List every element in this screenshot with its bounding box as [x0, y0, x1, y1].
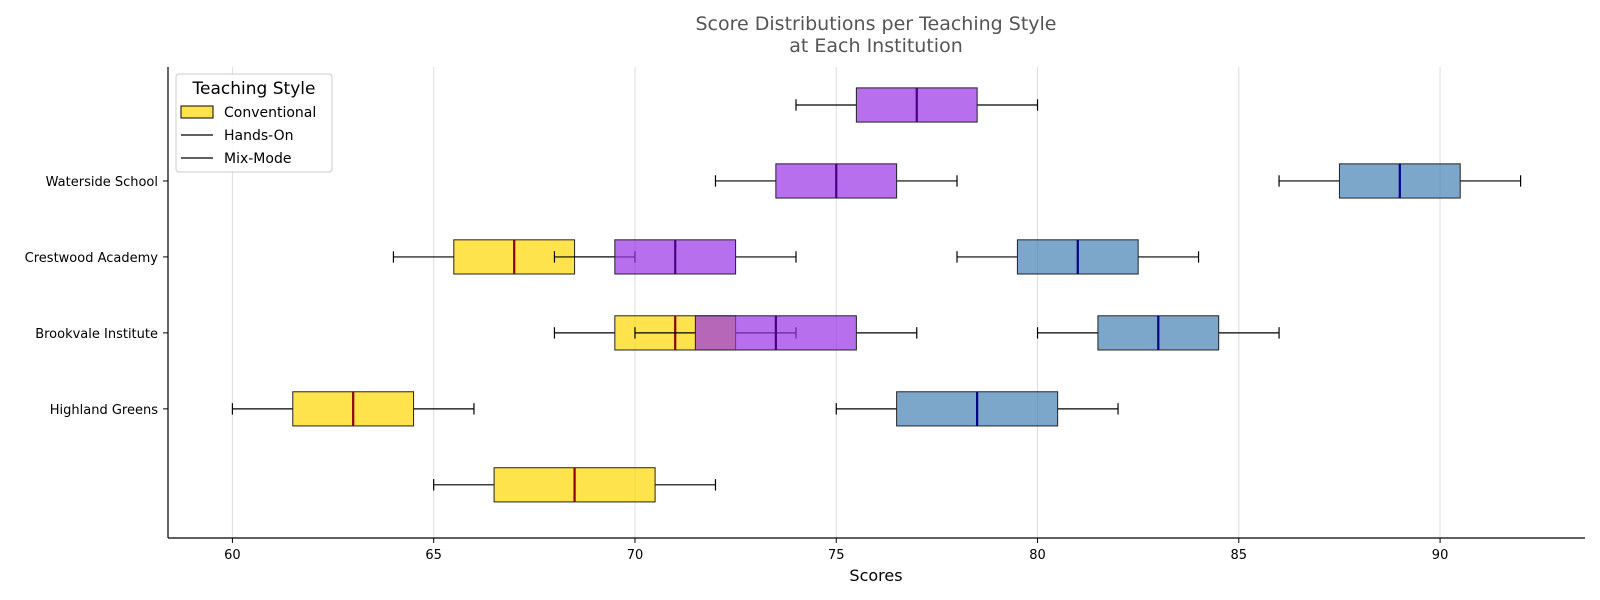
legend-title: Teaching Style [192, 79, 316, 99]
y-tick-label-waterside-school: Waterside School [46, 175, 158, 190]
chart-title-line-2: at Each Institution [789, 35, 962, 57]
box-hands-on-3 [956, 239, 1200, 275]
y-tick-label-crestwood-academy: Crestwood Academy [25, 251, 159, 266]
box-conventional-0 [433, 467, 717, 503]
x-tick-label-75: 75 [828, 548, 845, 563]
x-tick-label-65: 65 [425, 548, 442, 563]
box-mix-mode-3 [553, 239, 797, 275]
axes: 60 65 70 75 80 85 90 Waterside School Crestwood … [25, 67, 1585, 563]
x-tick-label-70: 70 [627, 548, 644, 563]
y-tick-label-highland-greens: Highland Greens [50, 403, 158, 418]
legend-label-mix-mode: Mix-Mode [224, 151, 291, 167]
box-hands-on-4 [1278, 163, 1522, 199]
legend-frame [175, 73, 333, 173]
y-tick-label-brookvale-institute: Brookvale Institute [35, 327, 158, 342]
x-axis-label: Scores [849, 566, 902, 585]
legend-swatch-conventional [180, 105, 214, 119]
x-tick-label-80: 80 [1029, 548, 1046, 563]
box-plots [231, 87, 1522, 503]
legend-label-hands-on: Hands-On [224, 128, 294, 144]
box-mix-mode-4 [714, 163, 958, 199]
box-hands-on-1 [835, 391, 1119, 427]
box-mix-mode-2 [634, 315, 918, 351]
legend-label-conventional: Conventional [224, 105, 316, 121]
grid-lines [231, 67, 1441, 538]
legend: Teaching Style Conventional Hands-On Mix-Mo… [175, 73, 333, 173]
chart-title-line-1: Score Distributions per Teaching Style [696, 13, 1057, 35]
box-conventional-1 [231, 391, 475, 427]
x-tick-label-60: 60 [224, 548, 241, 563]
x-tick-label-85: 85 [1231, 548, 1248, 563]
box-mix-mode-5 [795, 87, 1039, 123]
x-tick-label-90: 90 [1432, 548, 1449, 563]
box-hands-on-2 [1036, 315, 1280, 351]
